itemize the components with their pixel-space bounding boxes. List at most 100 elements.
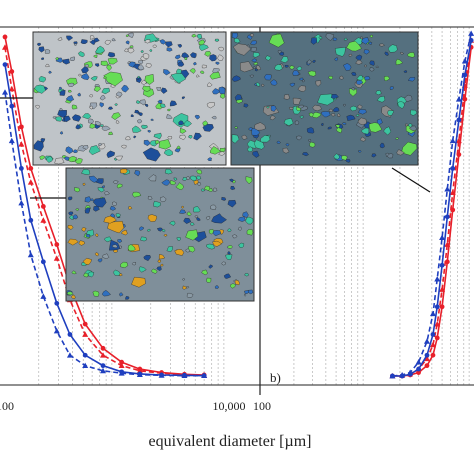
grain [121,229,128,236]
grain [120,168,128,174]
grain [138,60,144,65]
grain [38,46,45,53]
grain [212,68,220,74]
grain [159,39,167,45]
data-point [82,321,88,327]
grain [254,139,265,150]
data-point [456,117,462,123]
grain [107,106,114,110]
grain [384,76,390,81]
grain [83,272,89,278]
grain [99,95,106,101]
grain [136,119,143,124]
grain [88,118,94,124]
panel-b-tick-label-100: 100 [253,399,271,413]
grain [212,240,222,247]
data-point [423,355,430,362]
grain [139,99,146,106]
grain [153,200,161,208]
grain [161,229,166,233]
grain [283,118,294,126]
data-point [100,367,107,374]
grain [139,226,144,231]
grain [140,50,144,53]
grain [250,40,257,46]
grain [369,34,374,38]
grain [138,266,147,273]
grain [245,176,253,185]
grain [94,252,99,257]
grain [205,216,211,221]
grain [283,94,290,100]
micrograph-top-left [32,31,227,166]
grain [115,213,121,218]
grain [379,142,385,149]
grain [209,71,221,80]
grain [174,249,185,256]
grain [186,211,192,217]
grain [312,59,316,63]
data-point [40,204,46,209]
grain [360,127,370,135]
grain [67,89,72,93]
grain [234,94,243,101]
grain [156,227,163,232]
grain [159,254,165,260]
data-point [429,310,436,317]
grain [64,115,71,123]
grain [80,39,88,44]
grain [88,145,101,156]
grain [99,102,104,108]
grain [348,53,353,57]
grain [110,213,115,218]
data-point [27,251,34,258]
grain [59,107,63,112]
grain [331,113,336,117]
grain [274,64,283,71]
grain [371,153,377,158]
grain [39,155,46,160]
grain [95,233,99,237]
grain [359,136,367,142]
grain [211,115,217,120]
grain [120,261,129,268]
data-point [27,179,34,185]
grain [99,124,104,127]
grain [68,82,75,87]
data-point [434,304,440,310]
grain [107,221,125,234]
grain [289,65,295,70]
grain [194,114,201,120]
grain [136,100,141,104]
data-point [100,352,107,358]
grain [325,33,335,41]
grain [296,135,303,141]
grain [140,236,148,242]
grain [247,146,253,152]
grain [163,69,171,76]
grain [84,207,91,214]
grain [109,205,116,211]
micrograph-top-right [230,31,419,166]
grain [160,87,168,94]
grain [166,246,173,252]
grain [72,214,79,220]
grain [88,175,99,183]
grain [160,103,166,108]
grain [95,45,105,54]
grain [84,63,90,68]
grain [379,43,385,47]
grain [232,43,252,56]
data-point [53,255,60,261]
grain [167,108,171,112]
grain [153,132,162,140]
grain [147,229,151,232]
grain [184,57,188,60]
grain [155,139,160,145]
grain [196,217,201,221]
grain [334,57,339,62]
grain [67,225,74,230]
grain [211,213,227,224]
data-point [444,259,450,265]
grain [82,113,92,120]
